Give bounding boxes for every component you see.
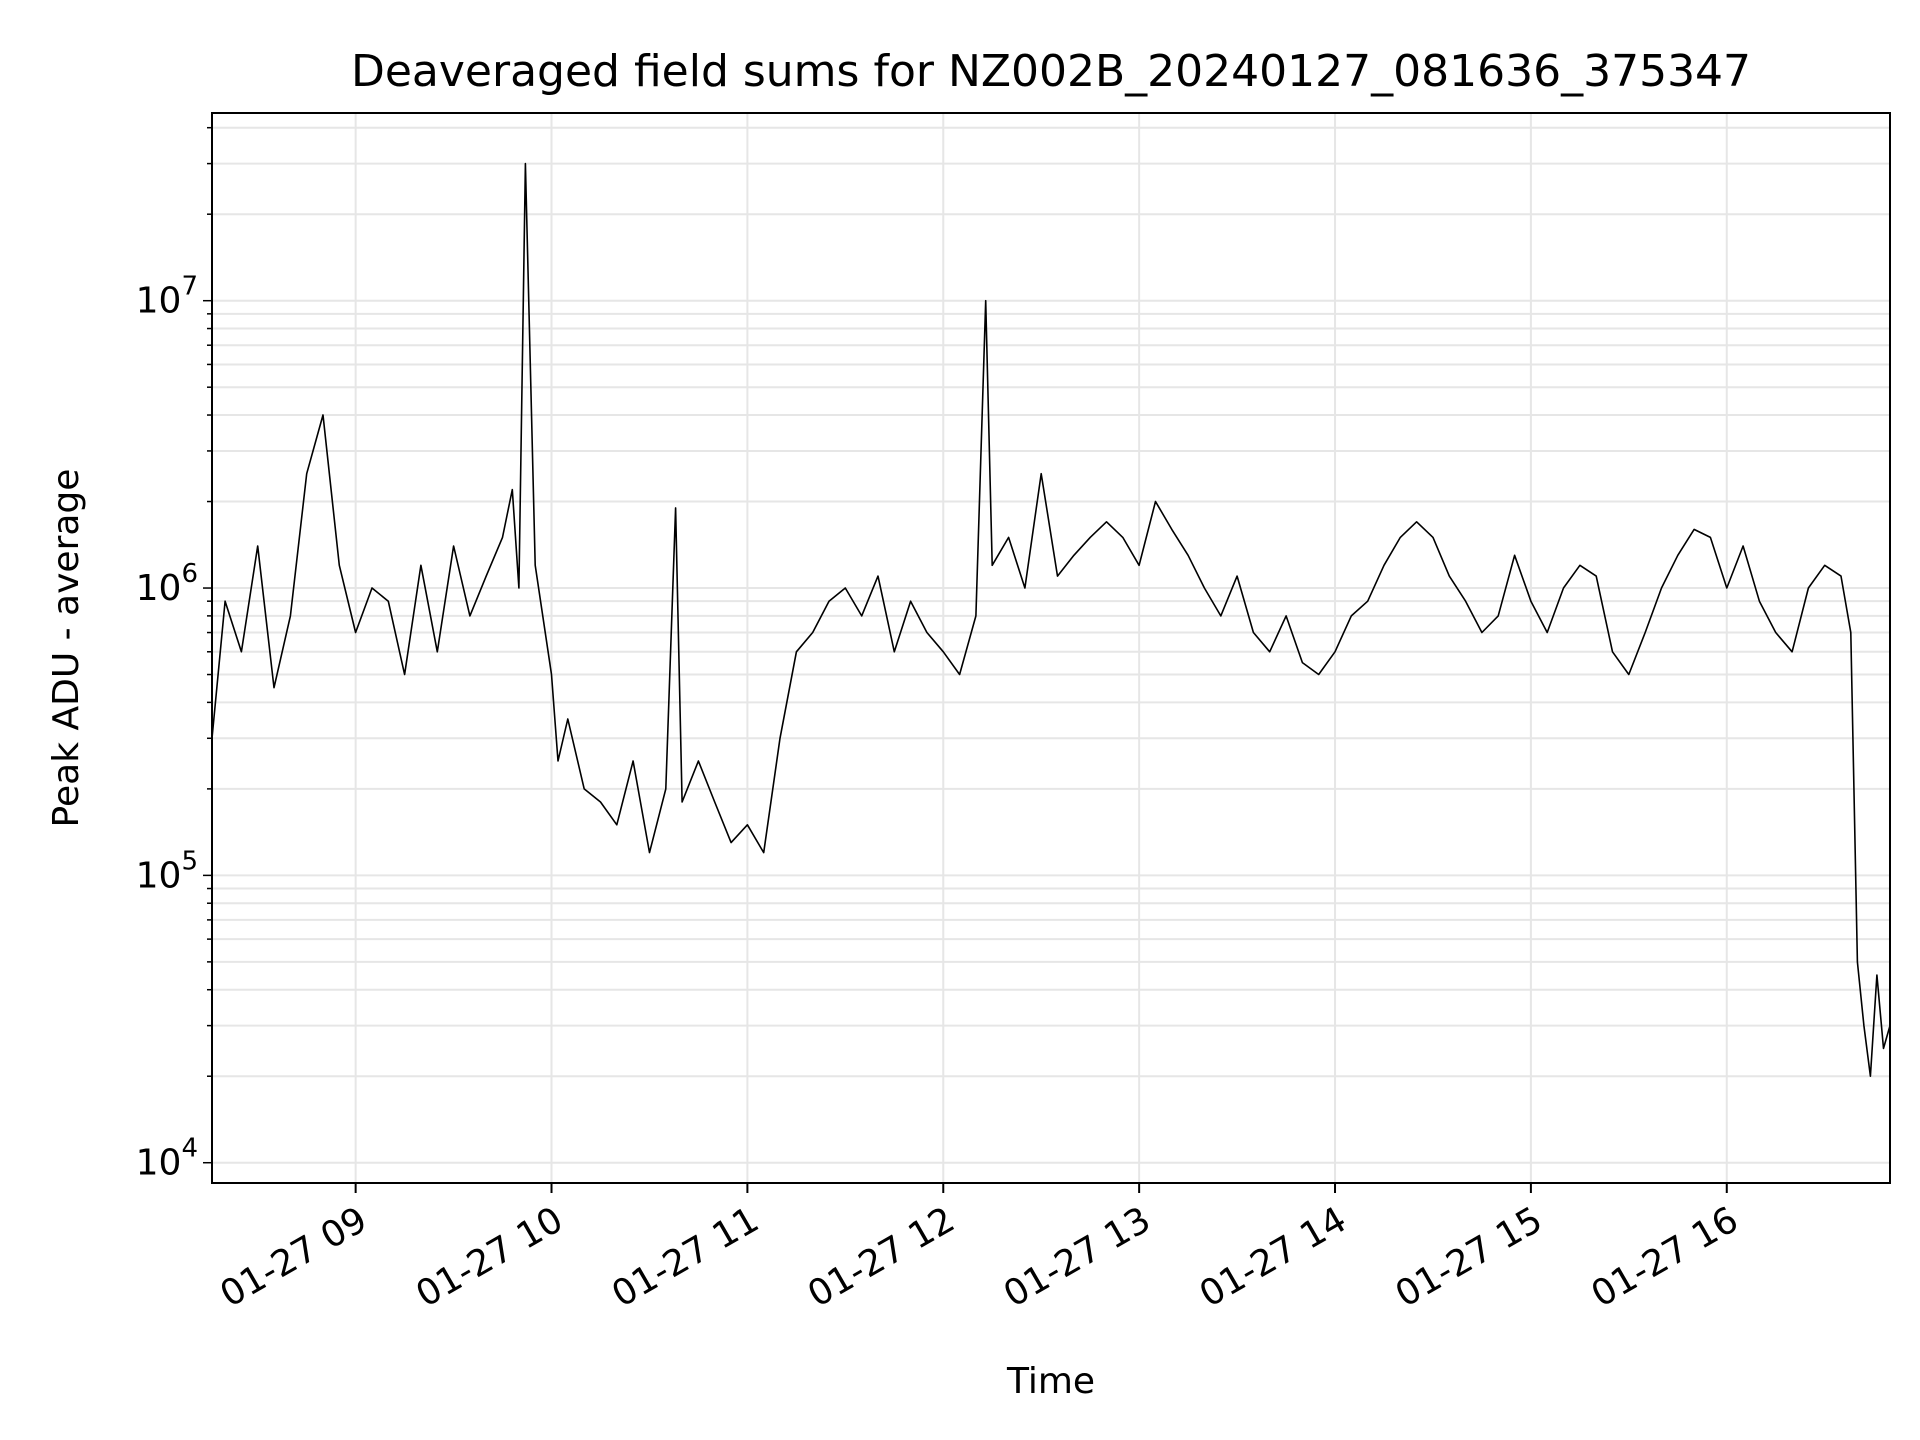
y-tick-label: 105 xyxy=(136,846,198,896)
y-tick-label: 106 xyxy=(136,559,198,609)
chart-title: Deaveraged field sums for NZ002B_2024012… xyxy=(351,46,1751,97)
data-series-line xyxy=(211,162,1891,1077)
grid xyxy=(212,113,1890,1183)
y-tick-label: 104 xyxy=(136,1134,198,1184)
series xyxy=(211,162,1891,1077)
y-axis-label: Peak ADU - average xyxy=(46,469,87,828)
x-axis-label: Time xyxy=(1006,1361,1095,1402)
plot-frame xyxy=(211,112,1891,1184)
y-tick-label: 107 xyxy=(136,272,198,322)
y-axis: 104 105 106 107 xyxy=(136,126,212,1184)
